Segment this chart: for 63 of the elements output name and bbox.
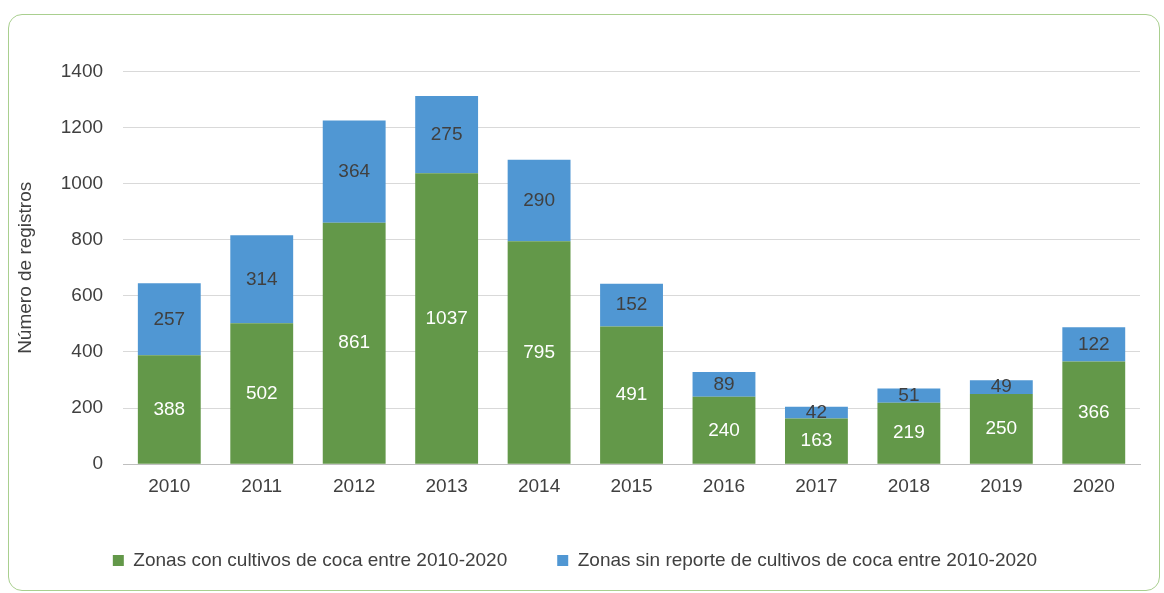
bar bbox=[507, 159, 571, 242]
data-label: 388 bbox=[153, 397, 186, 419]
bar bbox=[322, 222, 386, 464]
x-tick-label: 2017 bbox=[795, 474, 838, 496]
y-axis-title: Número de registros bbox=[13, 181, 35, 354]
bar bbox=[507, 241, 571, 464]
data-label: 314 bbox=[245, 267, 279, 289]
y-tick-label: 600 bbox=[71, 284, 104, 306]
y-tick-label: 400 bbox=[71, 340, 104, 362]
y-tick-label: 1200 bbox=[60, 115, 104, 137]
bar bbox=[415, 173, 479, 464]
x-tick-label: 2012 bbox=[333, 474, 376, 496]
x-tick-label: 2020 bbox=[1072, 474, 1115, 496]
bar bbox=[1062, 327, 1126, 362]
x-tick-label: 2010 bbox=[148, 474, 191, 496]
x-tick-label: 2013 bbox=[425, 474, 468, 496]
data-label: 861 bbox=[338, 331, 371, 353]
data-label: 290 bbox=[523, 188, 555, 210]
data-label: 163 bbox=[800, 429, 833, 451]
bar bbox=[230, 323, 294, 464]
legend-label: Zonas sin reporte de cultivos de coca entre 2010-2020 bbox=[577, 548, 1038, 570]
data-label: 219 bbox=[893, 421, 925, 443]
data-label: 51 bbox=[898, 383, 920, 405]
x-tick-label: 2018 bbox=[887, 474, 931, 496]
data-label: 89 bbox=[713, 372, 735, 394]
data-label: 152 bbox=[615, 293, 648, 315]
y-tick-label: 0 bbox=[92, 452, 104, 474]
bar bbox=[600, 283, 663, 327]
bar bbox=[785, 418, 848, 464]
data-label: 491 bbox=[615, 383, 648, 405]
data-label: 502 bbox=[245, 381, 278, 403]
data-label: 49 bbox=[990, 375, 1012, 397]
x-tick-label: 2019 bbox=[980, 474, 1023, 496]
data-label: 122 bbox=[1077, 332, 1110, 354]
bar bbox=[322, 120, 386, 223]
y-tick-label: 200 bbox=[71, 396, 104, 418]
x-tick-label: 2016 bbox=[702, 474, 746, 496]
bar bbox=[137, 355, 201, 464]
data-label: 275 bbox=[430, 122, 463, 144]
data-label: 364 bbox=[338, 159, 371, 181]
bar bbox=[692, 396, 756, 464]
bar bbox=[877, 388, 941, 403]
data-label: 1037 bbox=[425, 306, 468, 328]
data-label: 240 bbox=[708, 418, 740, 440]
x-tick-label: 2014 bbox=[517, 474, 561, 496]
bar bbox=[230, 235, 294, 324]
bar bbox=[969, 394, 1033, 464]
data-label: 366 bbox=[1077, 400, 1110, 422]
bar bbox=[415, 96, 479, 174]
legend-label: Zonas con cultivos de coca entre 2010-2020 bbox=[133, 548, 508, 570]
data-label: 42 bbox=[805, 400, 827, 422]
data-label: 795 bbox=[523, 340, 555, 362]
y-tick-label: 800 bbox=[71, 227, 104, 249]
y-tick-label: 1000 bbox=[60, 171, 104, 193]
data-label: 257 bbox=[153, 307, 186, 329]
bar bbox=[877, 402, 941, 464]
bar bbox=[137, 283, 201, 356]
y-tick-label: 1400 bbox=[60, 59, 104, 81]
x-tick-label: 2015 bbox=[610, 474, 653, 496]
x-tick-label: 2011 bbox=[241, 474, 283, 496]
data-label: 250 bbox=[985, 417, 1018, 439]
bar bbox=[600, 326, 663, 464]
bar bbox=[1062, 361, 1126, 464]
